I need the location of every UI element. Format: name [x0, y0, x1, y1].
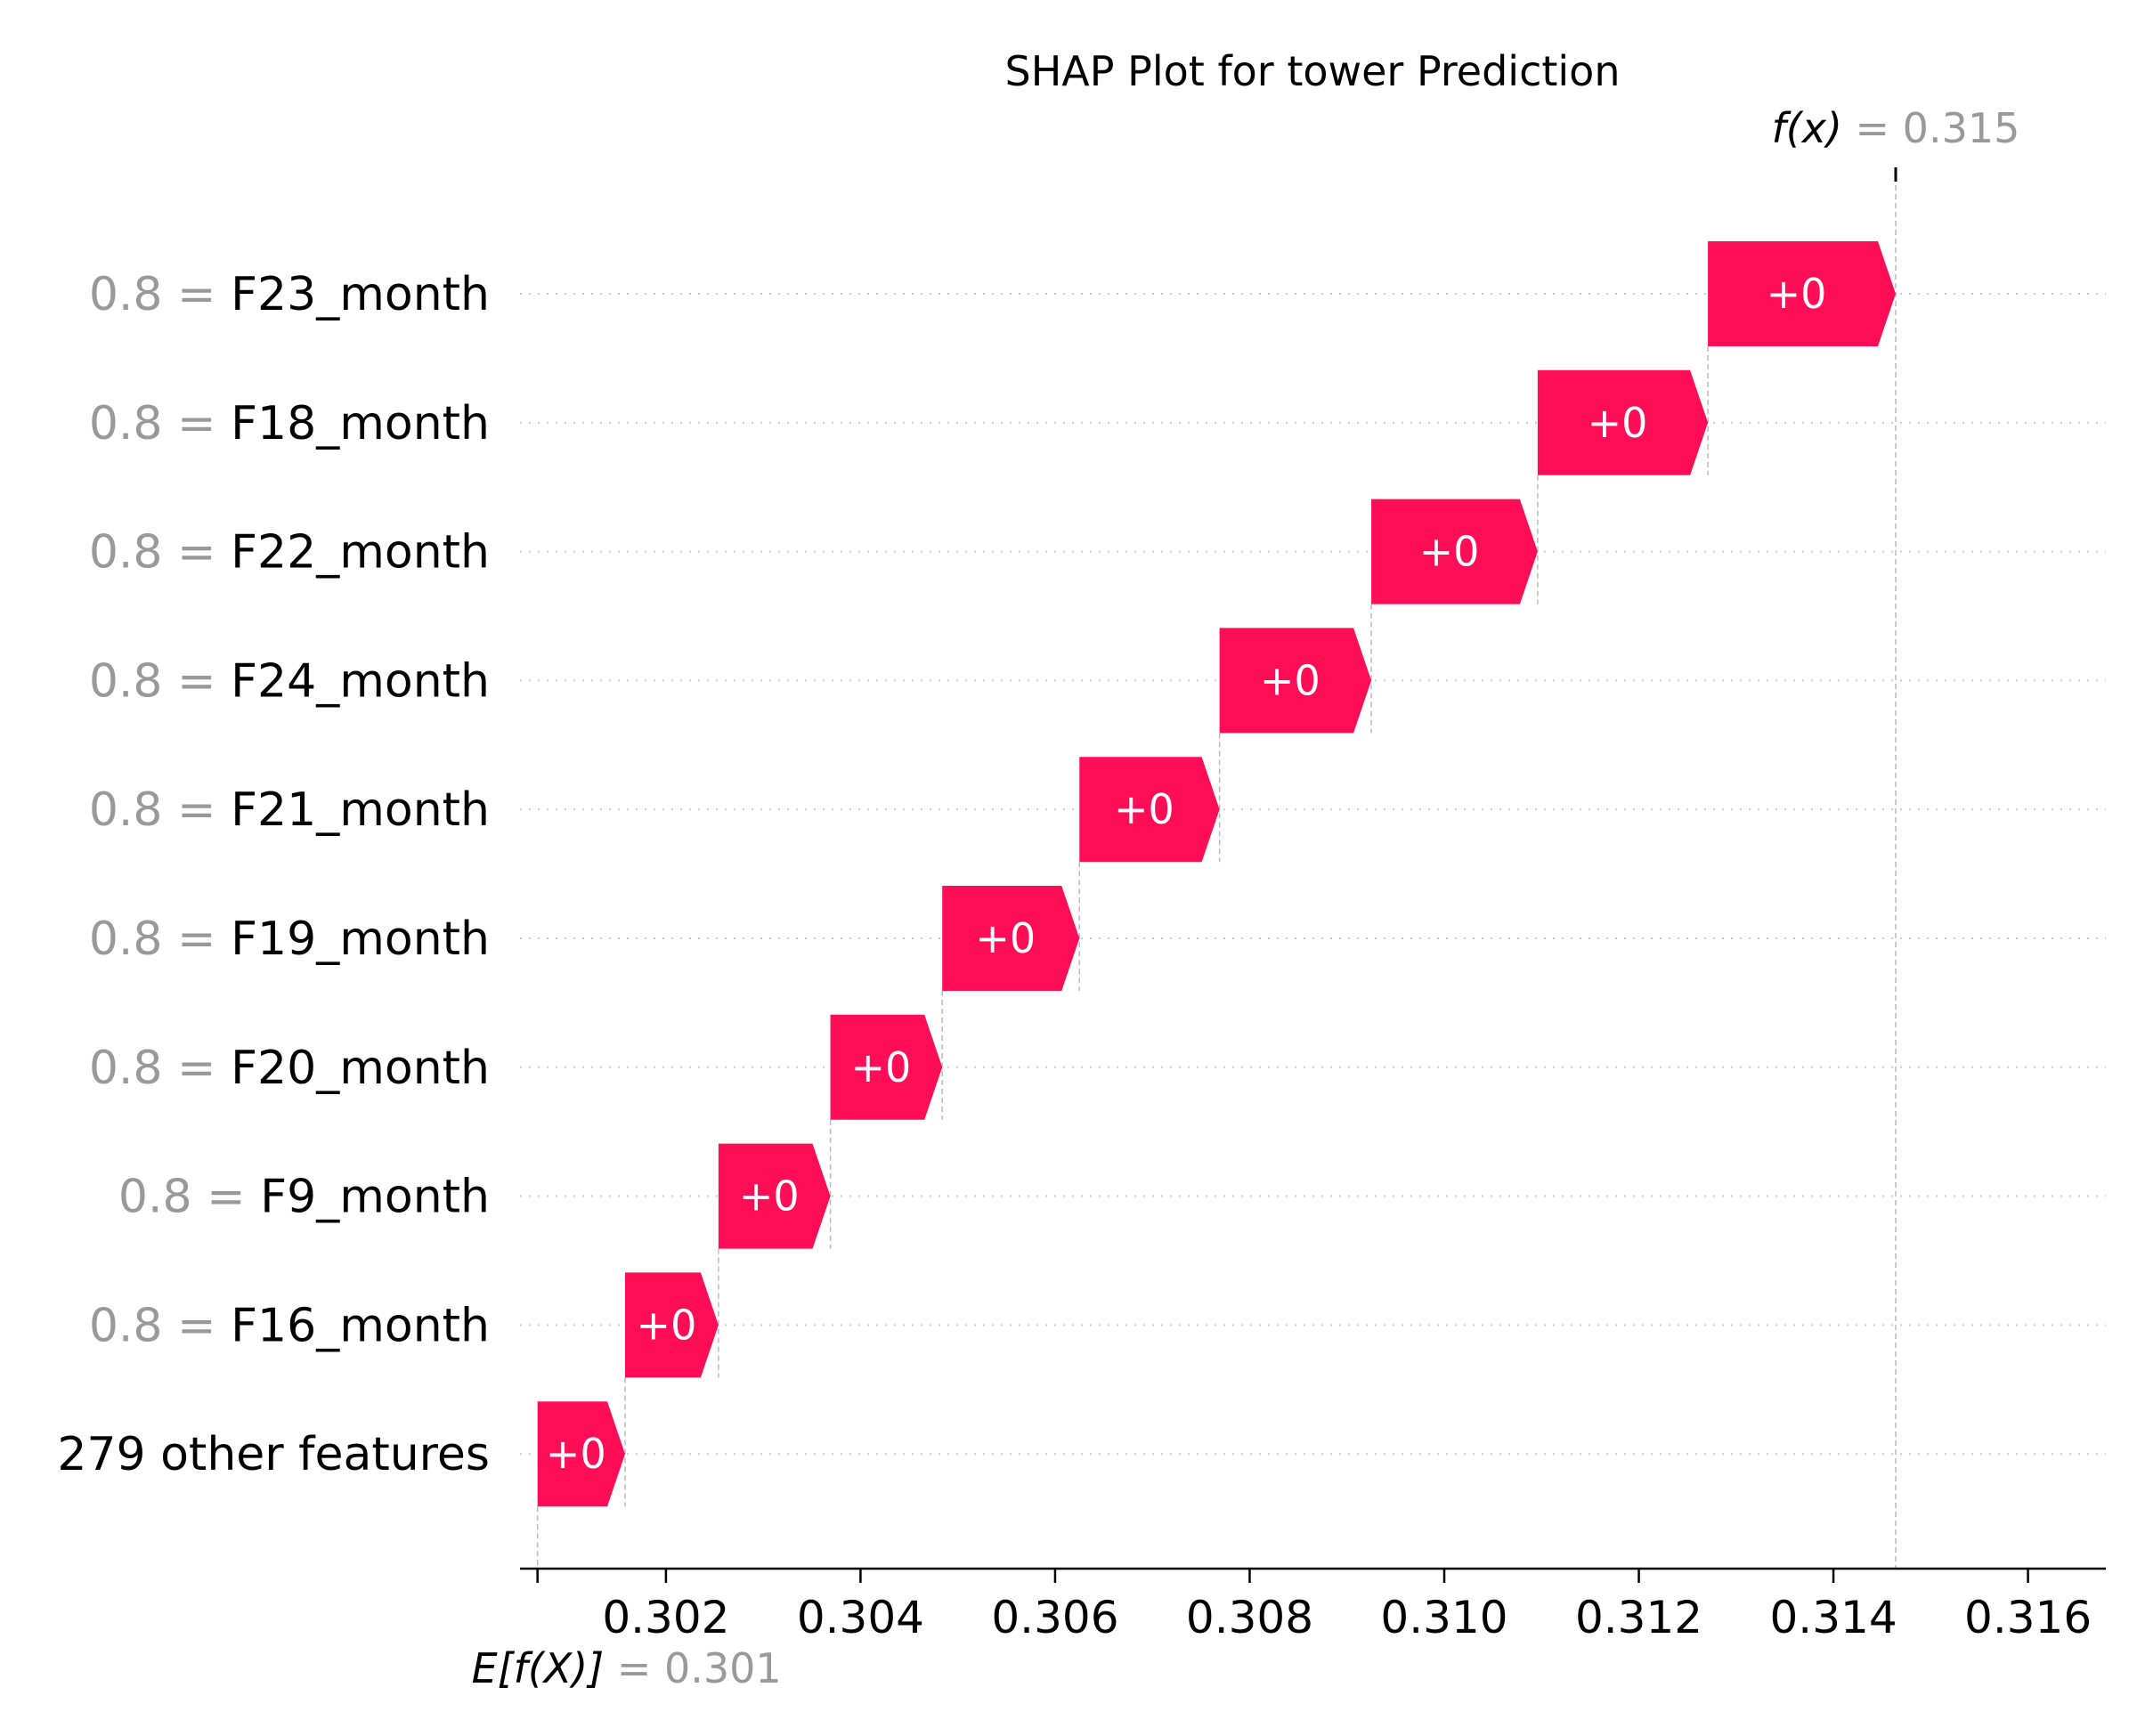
bar-value-label: +0 [975, 914, 1036, 962]
feature-label: 0.8 = F24_month [89, 654, 490, 708]
feature-label: 279 other features [57, 1428, 490, 1481]
x-tick-label: 0.308 [1186, 1592, 1313, 1643]
feature-label: 0.8 = F21_month [89, 783, 490, 837]
feature-label: 0.8 = F18_month [89, 397, 490, 450]
bar-value-label: +0 [1114, 785, 1174, 833]
feature-value: 0.8 = [89, 268, 231, 321]
feature-value: 0.8 = [89, 783, 231, 837]
feature-name: F18_month [231, 397, 490, 450]
shap-bar [718, 1143, 831, 1249]
bar-value-label: +0 [739, 1172, 800, 1221]
feature-value: 0.8 = [89, 397, 231, 450]
feature-name: F16_month [231, 1299, 490, 1352]
annotations: f(x) = 0.315 E[f(X)] = 0.301 [472, 104, 2020, 1692]
shap-bar [1079, 757, 1220, 863]
x-tick-label: 0.316 [1964, 1592, 2092, 1643]
feature-name: F21_month [231, 783, 490, 837]
feature-value: 0.8 = [89, 526, 231, 580]
bar-value-label: +0 [1588, 399, 1648, 447]
feature-value: 0.8 = [89, 913, 231, 966]
bar-value-label: +0 [850, 1043, 911, 1091]
bar-value-label: +0 [1419, 528, 1480, 576]
feature-value: 0.8 = [89, 654, 231, 708]
feature-value: 0.8 = [89, 1299, 231, 1352]
feature-name: F9_month [260, 1171, 490, 1224]
base-value-prefix: E[f(X)] [472, 1644, 605, 1692]
feature-name: 279 other features [57, 1428, 490, 1481]
output-value-label: f(x) = 0.315 [1772, 104, 2020, 152]
x-tick-label: 0.304 [797, 1592, 924, 1643]
bars: +0 +0 +0 +0 +0 +0 +0 +0 +0 +0 [537, 241, 1896, 1507]
x-tick-label: 0.302 [602, 1592, 729, 1643]
feature-value: 0.8 = [118, 1171, 260, 1224]
x-axis: 0.302 0.304 0.306 0.308 0.310 0.312 0.314 0.316 [520, 1567, 2106, 1643]
shap-bar [537, 1401, 626, 1507]
base-value: = 0.301 [604, 1644, 781, 1692]
feature-name: F19_month [231, 913, 490, 966]
feature-name: F20_month [231, 1042, 490, 1095]
shap-bar [830, 1014, 943, 1120]
bar-value-label: +0 [546, 1430, 606, 1478]
feature-label: 0.8 = F9_month [118, 1171, 490, 1224]
feature-label: 0.8 = F23_month [89, 268, 490, 321]
feature-value: 0.8 = [89, 1042, 231, 1095]
bar-value-label: +0 [637, 1301, 697, 1349]
shap-bar [1708, 241, 1896, 346]
grid-lines [520, 293, 2106, 1456]
shap-bar [942, 886, 1080, 991]
shap-bar [1371, 499, 1538, 604]
connector-lines [536, 167, 1897, 1569]
output-value: = 0.315 [1842, 104, 2019, 152]
shap-bar [625, 1272, 719, 1378]
shap-bar [1219, 628, 1372, 734]
bar-value-label: +0 [1260, 656, 1320, 704]
x-tick-label: 0.310 [1380, 1592, 1507, 1643]
feature-name: F23_month [231, 268, 490, 321]
feature-name: F24_month [231, 654, 490, 708]
feature-label: 0.8 = F22_month [89, 526, 490, 580]
feature-label: 0.8 = F16_month [89, 1299, 490, 1352]
x-tick-label: 0.314 [1769, 1592, 1897, 1643]
base-value-label: E[f(X)] = 0.301 [472, 1644, 782, 1692]
bar-value-label: +0 [1767, 270, 1827, 318]
output-value-prefix: f(x) [1772, 104, 1842, 152]
feature-label: 0.8 = F19_month [89, 913, 490, 966]
chart-title: SHAP Plot for tower Prediction [1005, 47, 1621, 95]
x-tick-label: 0.312 [1575, 1592, 1702, 1643]
x-tick-label: 0.306 [991, 1592, 1118, 1643]
feature-name: F22_month [231, 526, 490, 580]
feature-label: 0.8 = F20_month [89, 1042, 490, 1095]
shap-bar [1537, 369, 1709, 475]
